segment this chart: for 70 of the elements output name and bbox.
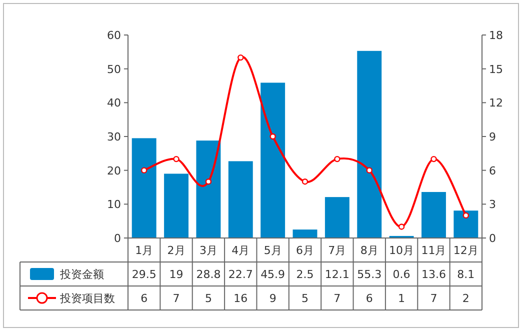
y2-tick-label: 15 bbox=[489, 62, 503, 76]
data-label: 0.6 bbox=[392, 268, 410, 281]
point bbox=[398, 224, 405, 230]
point bbox=[462, 212, 470, 219]
bar bbox=[196, 140, 221, 238]
bar bbox=[292, 230, 318, 238]
y2-tick-label: 0 bbox=[489, 232, 496, 245]
bar bbox=[324, 197, 350, 238]
bar bbox=[228, 161, 253, 238]
point bbox=[334, 156, 340, 162]
data-label: 9 bbox=[269, 292, 276, 305]
point bbox=[270, 133, 276, 140]
x-tick-label: 12月 bbox=[453, 244, 478, 257]
data-label: 7 bbox=[430, 292, 438, 305]
point bbox=[366, 167, 372, 174]
bar bbox=[422, 192, 446, 238]
data-label: 22.7 bbox=[228, 268, 253, 281]
y-tick-label: 10 bbox=[107, 198, 121, 212]
data-label: 6 bbox=[366, 292, 373, 305]
data-label: 7 bbox=[334, 292, 341, 305]
data-label: 55.3 bbox=[357, 268, 382, 281]
data-label: 19 bbox=[169, 268, 184, 281]
point bbox=[173, 156, 180, 162]
data-label: 12.1 bbox=[324, 268, 350, 281]
y-tick-label: 60 bbox=[107, 29, 121, 42]
x-tick-label: 6月 bbox=[296, 244, 314, 257]
data-label: 2 bbox=[462, 292, 470, 305]
x-tick-label: 7月 bbox=[328, 244, 346, 257]
y2-tick-label: 18 bbox=[489, 29, 503, 42]
y2-tick-label: 3 bbox=[489, 198, 496, 212]
data-label: 1 bbox=[398, 292, 406, 305]
data-label: 6 bbox=[140, 292, 148, 305]
x-tick-label: 2月 bbox=[167, 244, 186, 257]
data-label: 8.1 bbox=[457, 268, 475, 281]
data-label: 13.6 bbox=[421, 268, 446, 281]
data-label: 7 bbox=[172, 292, 180, 305]
y2-tick-label: 12 bbox=[489, 96, 503, 110]
point bbox=[430, 156, 437, 162]
y2-tick-label: 9 bbox=[489, 130, 496, 144]
x-tick-label: 5月 bbox=[264, 244, 282, 257]
point bbox=[302, 178, 308, 185]
legend-label: 投资项目数 bbox=[59, 292, 115, 305]
point bbox=[238, 54, 244, 61]
y-tick-label: 40 bbox=[107, 96, 121, 110]
y-tick-label: 50 bbox=[107, 62, 121, 76]
bar bbox=[132, 138, 156, 238]
x-tick-label: 4月 bbox=[232, 244, 250, 257]
x-tick-label: 8月 bbox=[360, 244, 378, 257]
bar bbox=[454, 210, 478, 238]
data-label: 5 bbox=[302, 292, 308, 305]
data-label: 2.5 bbox=[296, 268, 314, 281]
x-tick-label: 3月 bbox=[199, 244, 218, 257]
x-tick-label: 11月 bbox=[421, 244, 446, 257]
data-label: 16 bbox=[234, 292, 248, 305]
data-label: 5 bbox=[204, 292, 212, 305]
y-tick-label: 30 bbox=[107, 130, 121, 144]
y-tick-label: 20 bbox=[107, 164, 121, 178]
bar bbox=[357, 50, 382, 238]
legend-label: 投资金额 bbox=[59, 268, 104, 281]
data-label: 29.5 bbox=[132, 268, 156, 281]
data-label: 28.8 bbox=[196, 268, 221, 281]
y-tick-label: 0 bbox=[114, 232, 121, 245]
y2-tick-label: 6 bbox=[489, 164, 496, 178]
data-label: 45.9 bbox=[260, 268, 286, 281]
point bbox=[205, 178, 212, 185]
bar bbox=[164, 174, 188, 238]
x-tick-label: 1月 bbox=[135, 244, 154, 257]
point bbox=[140, 167, 148, 174]
bar bbox=[260, 82, 286, 238]
x-tick-label: 10月 bbox=[389, 244, 414, 257]
